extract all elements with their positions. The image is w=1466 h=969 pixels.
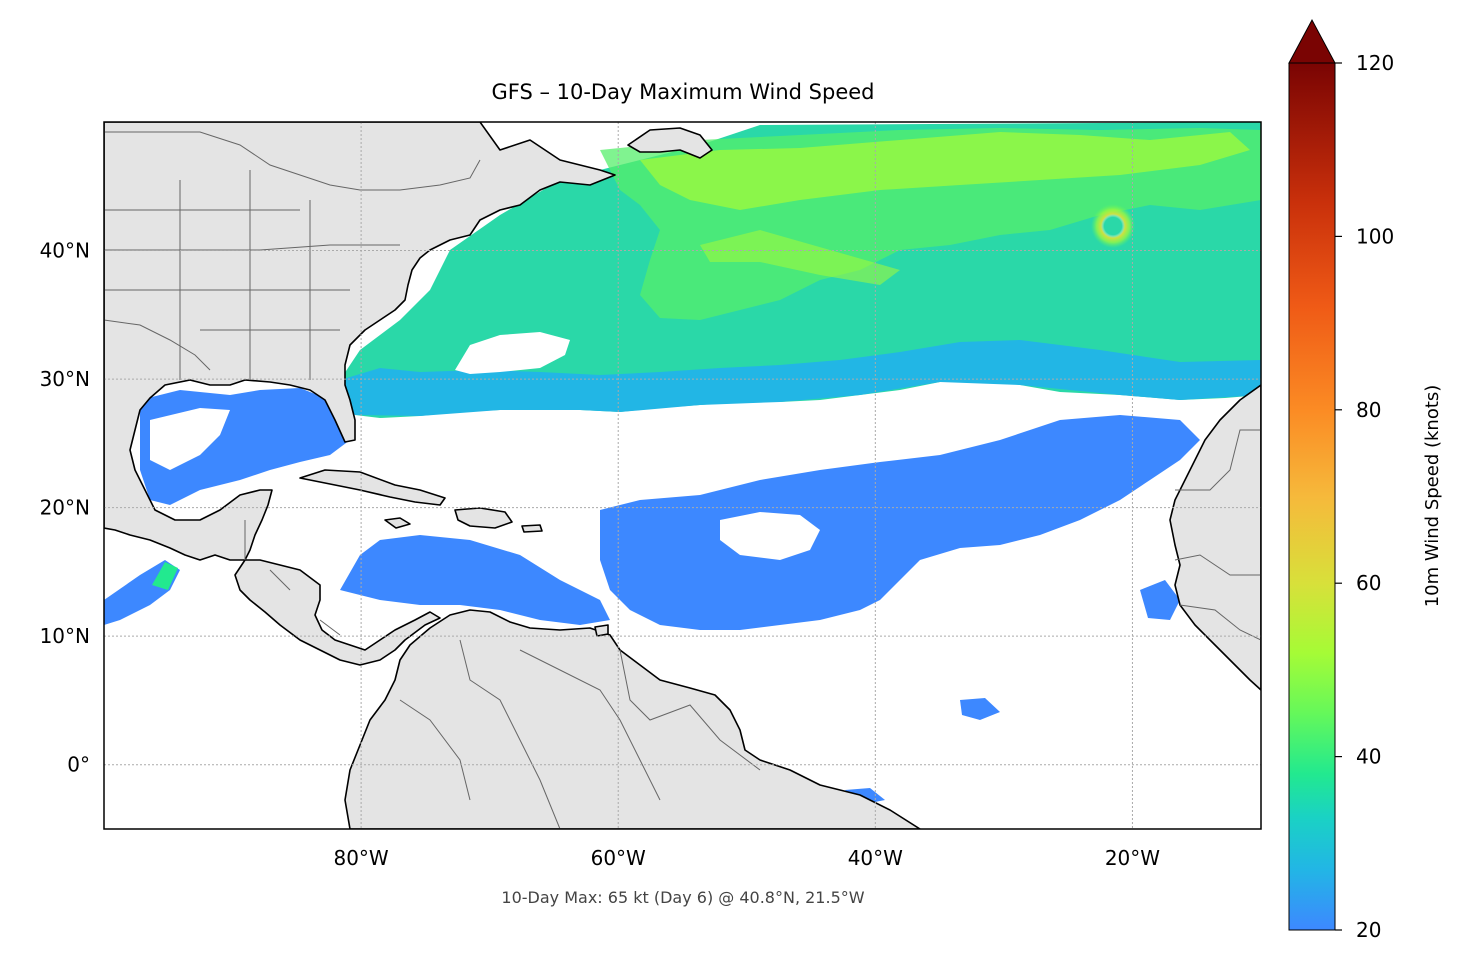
colorbar: 20 40 60 80 100 120 10m Wind Speed (knots) [1288, 18, 1443, 942]
max-wind-annotation: 10-Day Max: 65 kt (Day 6) @ 40.8°N, 21.5… [501, 888, 864, 907]
border-central-america [244, 520, 341, 636]
wind-field-equatorial-patch [960, 698, 1000, 720]
map-frame [103, 121, 1262, 830]
land-newfoundland [627, 127, 713, 159]
wind-field-caribbean [340, 535, 610, 625]
land-hispaniola [454, 507, 513, 529]
colorbar-tick-label: 120 [1356, 51, 1394, 75]
wind-field-gulf-calm [150, 408, 230, 470]
wind-field-band-yellow [640, 132, 1250, 210]
land-puerto-rico [521, 524, 543, 533]
colorbar-ticks: 20 40 60 80 100 120 [1335, 51, 1394, 942]
border-us-mexico [104, 319, 211, 371]
map-gridlines [104, 122, 1261, 829]
map-panel: 80°W 60°W 40°W 20°W 40°N 30°N 20°N 10°N 0° [40, 121, 1262, 870]
land-layer [104, 122, 1261, 829]
wind-field-storm-core [1091, 204, 1135, 248]
lon-tick-label: 20°W [1105, 846, 1160, 870]
border-south-america-3 [399, 649, 761, 801]
wind-field-trade-winds [600, 415, 1200, 630]
land-africa [1169, 384, 1261, 691]
lon-tick-label: 80°W [333, 846, 388, 870]
wind-field-pacific-jet [152, 562, 178, 590]
wind-field-calm-patch [455, 332, 570, 374]
colorbar-tick-label: 20 [1356, 918, 1381, 942]
border-states-3 [104, 209, 350, 331]
border-us-canada [104, 131, 481, 191]
land-south-america [344, 609, 921, 829]
colorbar-tick-label: 60 [1356, 571, 1381, 595]
colorbar-ramp [1288, 62, 1336, 931]
lon-tick-label: 40°W [848, 846, 903, 870]
lat-tick-label: 20°N [40, 496, 90, 520]
lon-tick-label: 60°W [591, 846, 646, 870]
colorbar-tick-label: 80 [1356, 398, 1381, 422]
border-africa [1174, 429, 1261, 641]
wind-field-brazil-patch [845, 788, 885, 805]
wind-field-streak [700, 230, 900, 285]
land-jamaica [384, 517, 411, 529]
colorbar-tick-label: 100 [1356, 224, 1394, 248]
wind-field-southern-edge [340, 340, 1261, 416]
land-north-america [104, 122, 616, 561]
colorbar-label: 10m Wind Speed (knots) [1422, 385, 1443, 608]
land-cuba [299, 469, 446, 506]
colorbar-extend-arrow [1288, 18, 1336, 64]
land-trinidad [594, 624, 609, 637]
border-south-america-2 [519, 649, 661, 801]
chart-title: GFS – 10-Day Maximum Wind Speed [491, 80, 874, 104]
lat-tick-label: 0° [67, 753, 90, 777]
colorbar-tick-label: 40 [1356, 745, 1381, 769]
latitude-axis: 40°N 30°N 20°N 10°N 0° [40, 239, 90, 777]
wind-speed-field [104, 122, 1261, 805]
longitude-axis: 80°W 60°W 40°W 20°W [333, 846, 1160, 870]
lat-tick-label: 10°N [40, 624, 90, 648]
country-borders [104, 131, 1261, 829]
lat-tick-label: 30°N [40, 367, 90, 391]
border-states-1 [104, 244, 400, 251]
wind-field-trade-calm [720, 512, 820, 560]
lat-tick-label: 40°N [40, 239, 90, 263]
wind-field-africa-coast [1140, 580, 1180, 620]
border-south-america-1 [459, 639, 561, 829]
